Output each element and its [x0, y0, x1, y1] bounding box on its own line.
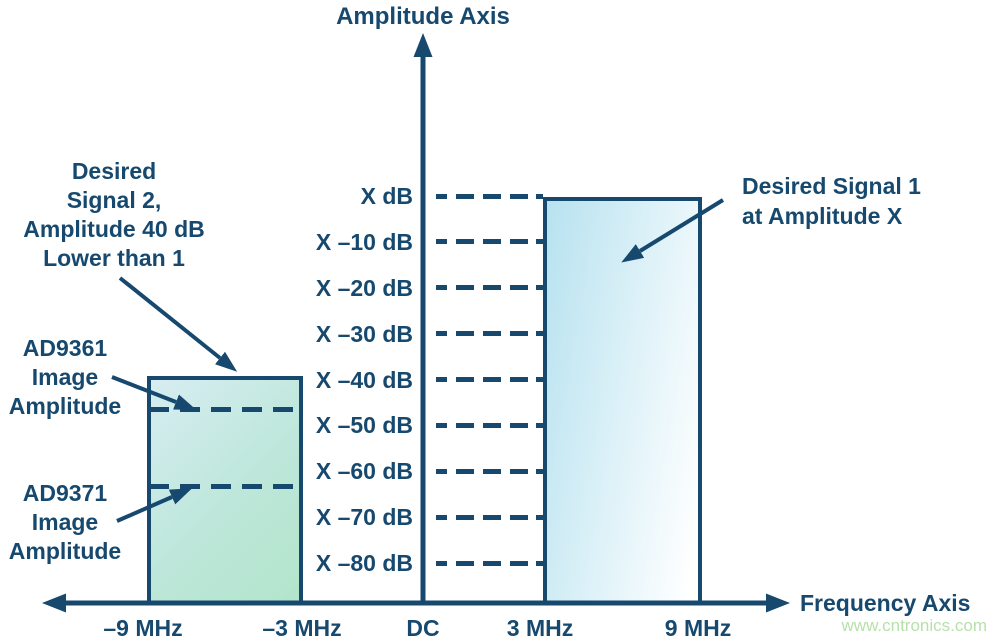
amplitude-level-label: X –70 dB — [315, 504, 413, 531]
frequency-tick-label: 3 MHz — [506, 615, 574, 641]
amplitude-level-dashline — [436, 377, 543, 382]
amplitude-level-label: X –60 dB — [315, 458, 413, 485]
amplitude-axis-title: Amplitude Axis — [336, 3, 510, 30]
ad9361-image-level-dashline — [149, 407, 301, 412]
amplitude-level-dashline — [436, 560, 543, 566]
amplitude-level-label: X –30 dB — [315, 320, 413, 347]
frequency-tick-label: 9 MHz — [664, 615, 732, 641]
ad9361-image-arrow — [111, 375, 197, 411]
frequency-tick-label: –3 MHz — [262, 615, 342, 641]
ad9371-image-amplitude-note: AD9371 Image Amplitude — [8, 480, 122, 564]
frequency-tick-label: –9 MHz — [103, 615, 183, 641]
amplitude-level-dashline — [436, 514, 543, 520]
ad9371-image-level-dashline — [149, 484, 301, 489]
amplitude-level-label: X –20 dB — [315, 274, 413, 301]
amplitude-level-label: X –80 dB — [315, 550, 413, 576]
watermark-text: www.cntronics.com — [841, 616, 987, 635]
ad9371-image-arrow — [116, 488, 193, 523]
ad9361-image-amplitude-note: AD9361 Image Amplitude — [8, 335, 122, 419]
desired-signal-2-arrow — [118, 276, 238, 372]
amplitude-level-label: X –10 dB — [315, 228, 413, 255]
amplitude-level-dashline — [436, 468, 543, 474]
amplitude-level-dashline — [436, 285, 543, 291]
amplitude-level-label: X –40 dB — [315, 366, 413, 393]
desired-signal-1-arrow — [621, 198, 725, 263]
desired-signal-2-note: Desired Signal 2, Amplitude 40 dB Lower … — [23, 158, 205, 271]
amplitude-level-label: X dB — [360, 183, 413, 209]
desired-signal-1-bar — [543, 197, 702, 605]
frequency-tick-label: DC — [406, 615, 440, 641]
amplitude-level-dashline — [436, 331, 543, 337]
amplitude-level-label: X –50 dB — [315, 412, 413, 439]
frequency-axis-title: Frequency Axis — [800, 590, 971, 616]
amplitude-level-dashline — [436, 422, 543, 428]
amplitude-level-dashline — [436, 239, 543, 245]
amplitude-level-dashline — [436, 193, 543, 199]
desired-signal-1-note: Desired Signal 1 at Amplitude X — [742, 173, 921, 229]
